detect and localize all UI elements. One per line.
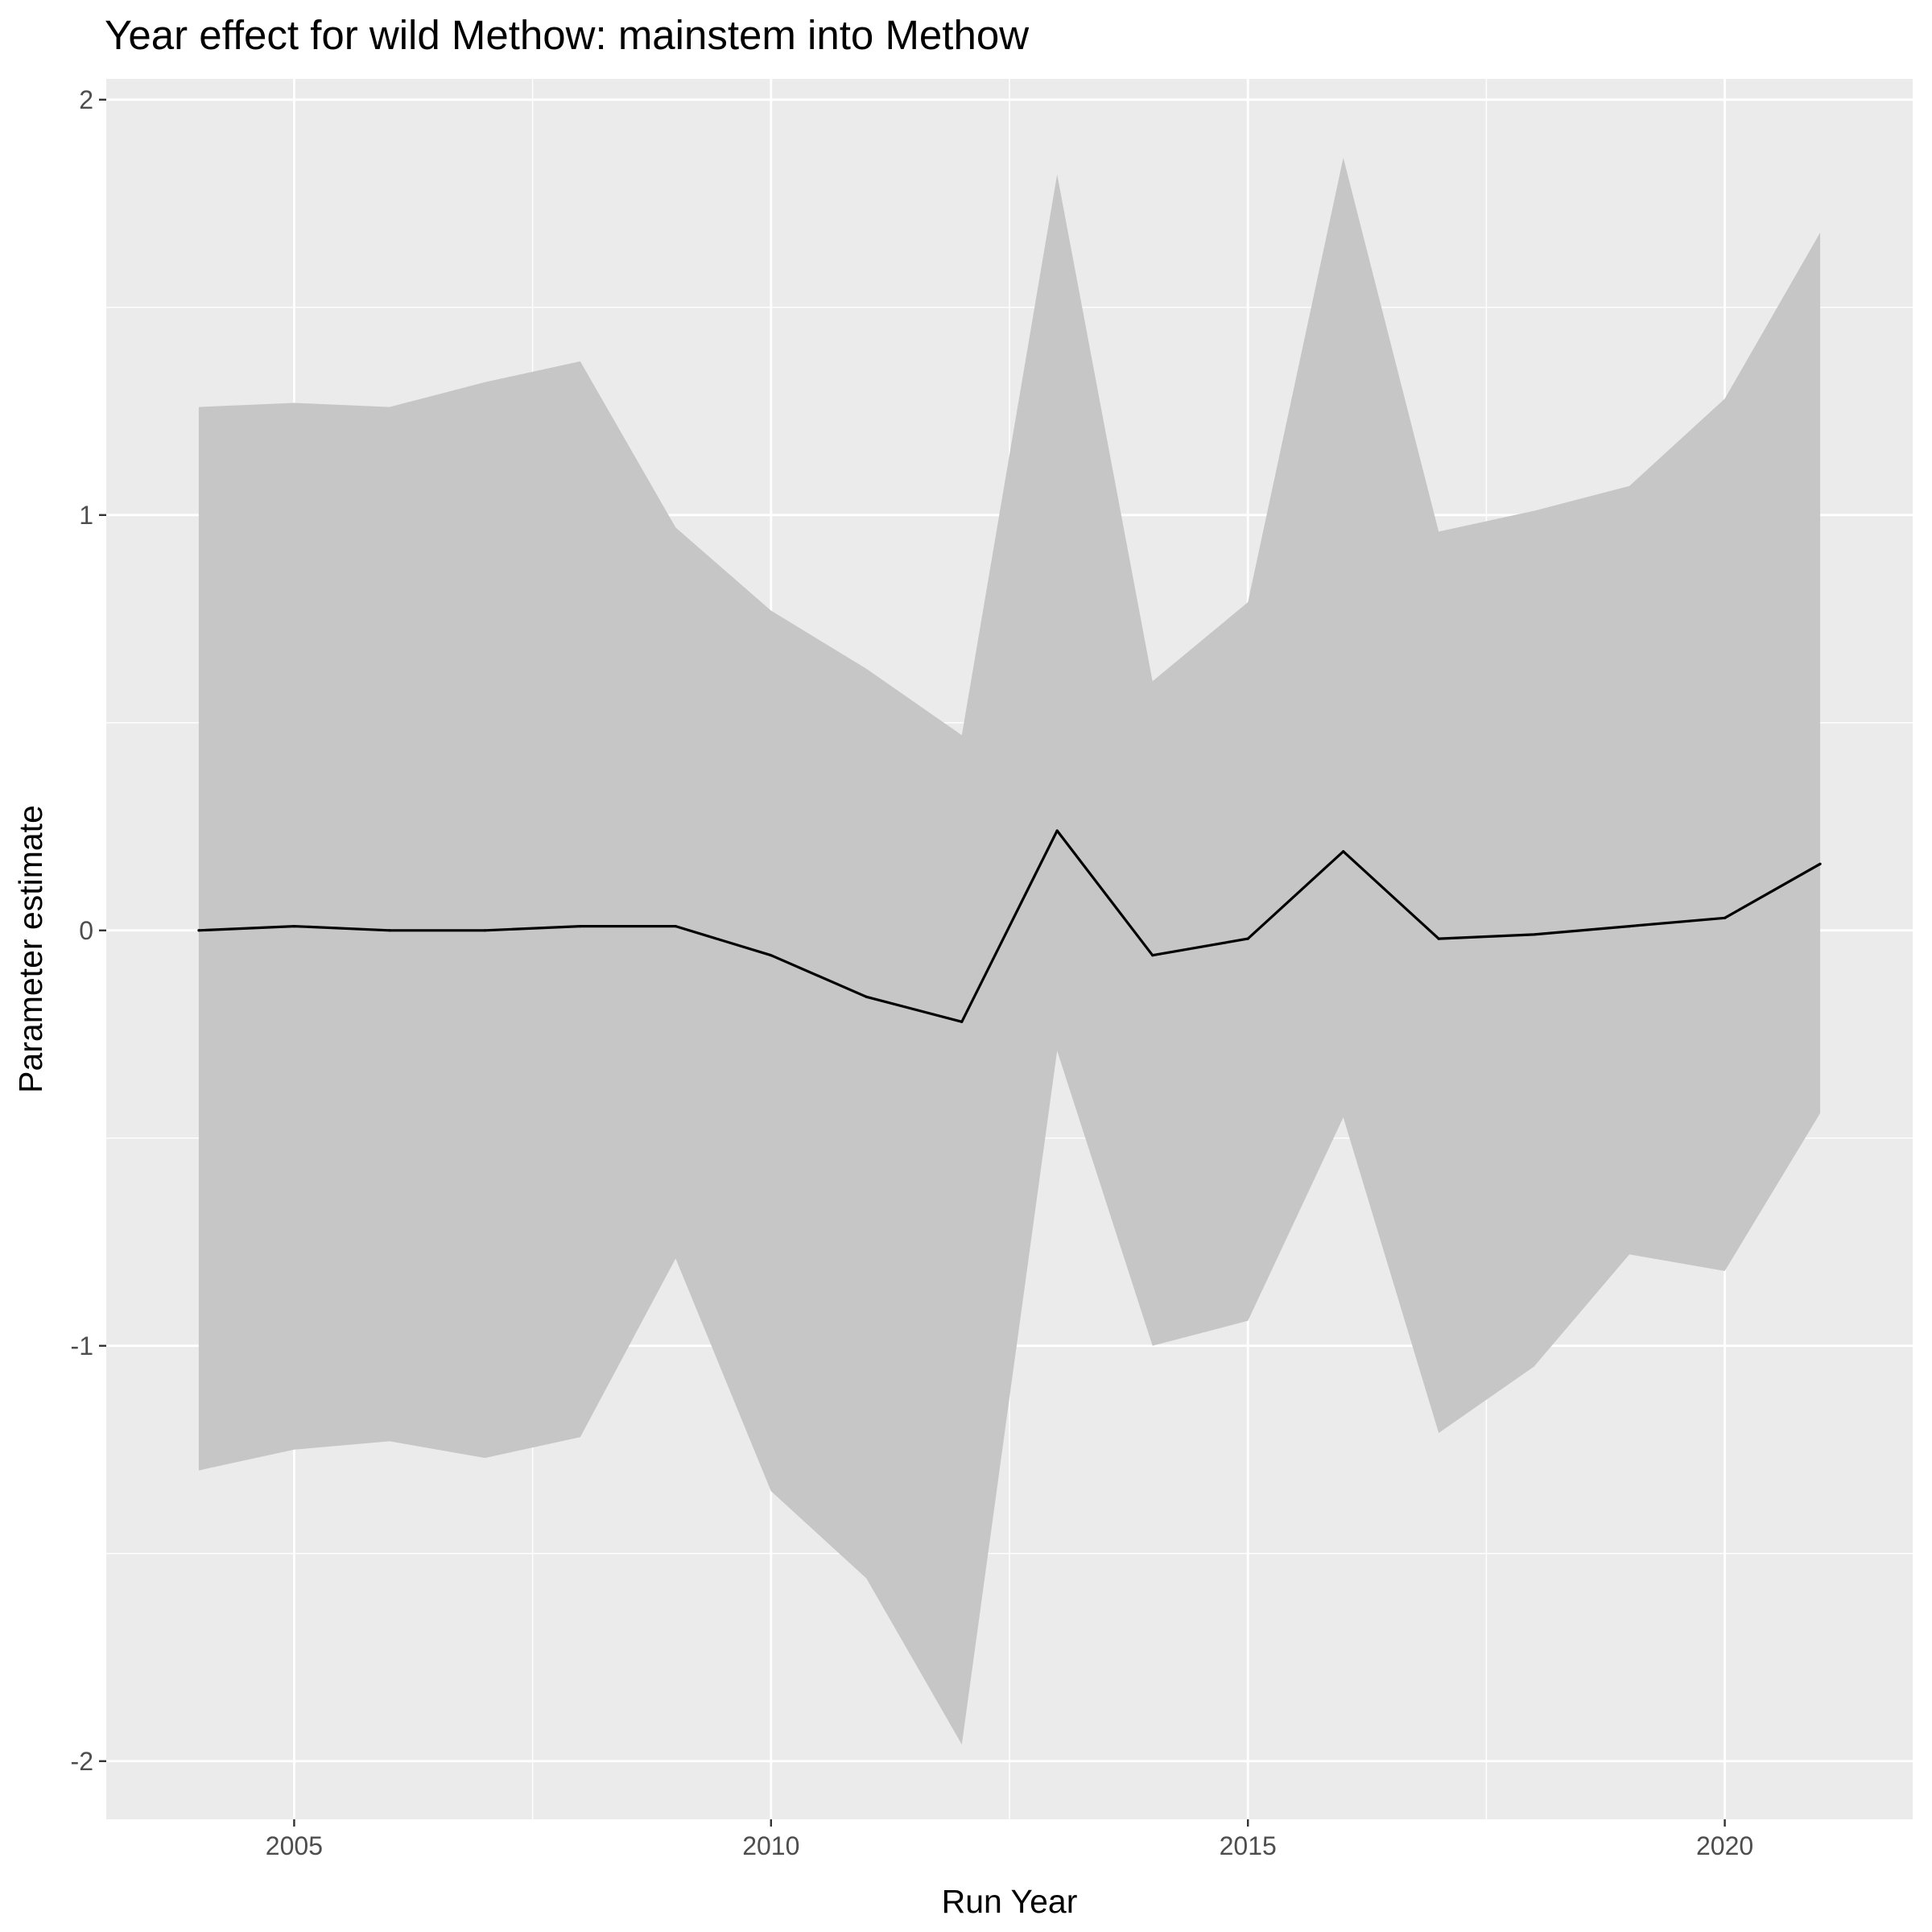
confidence-ribbon — [198, 158, 1821, 1745]
y-tick-label: 2 — [79, 85, 93, 114]
data-point — [1246, 937, 1249, 940]
data-point — [1628, 925, 1631, 928]
x-tick-label: 2015 — [1220, 1831, 1277, 1860]
x-axis: 2005 2010 2015 2020 — [266, 1819, 1753, 1860]
data-point — [579, 925, 582, 928]
y-tick-label: 1 — [79, 501, 93, 530]
x-tick-label: 2010 — [742, 1831, 799, 1860]
data-point — [1723, 916, 1727, 919]
data-points — [197, 829, 1822, 1023]
data-point — [770, 954, 773, 957]
data-point — [483, 929, 486, 932]
data-point — [197, 929, 200, 932]
data-point — [674, 925, 677, 928]
x-axis-title: Run Year — [942, 1883, 1078, 1920]
data-point — [1151, 954, 1154, 957]
y-tick-label: -1 — [71, 1331, 93, 1360]
data-point — [292, 925, 296, 928]
data-point — [1437, 937, 1440, 940]
data-point — [960, 1020, 964, 1023]
estimate-line — [198, 829, 1821, 1023]
data-point — [1818, 862, 1822, 865]
data-point — [865, 995, 868, 998]
y-axis: -2 -1 0 1 2 — [71, 85, 106, 1776]
y-axis-title: Parameter estimate — [12, 805, 49, 1093]
y-tick-label: -2 — [71, 1747, 93, 1776]
x-tick-label: 2005 — [266, 1831, 323, 1860]
x-tick-label: 2020 — [1696, 1831, 1753, 1860]
data-point — [388, 929, 391, 932]
y-tick-label: 0 — [79, 916, 93, 945]
data-point — [1342, 850, 1345, 853]
data-point — [1533, 933, 1536, 936]
chart-title: Year effect for wild Methow: mainstem in… — [105, 12, 1030, 58]
data-point — [1055, 829, 1059, 832]
